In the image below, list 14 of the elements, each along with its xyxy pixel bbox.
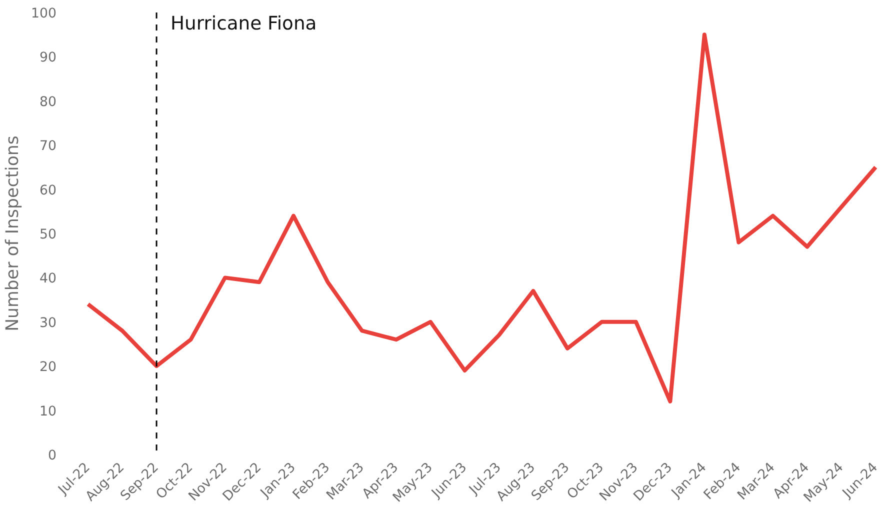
y-tick-label: 70 xyxy=(40,139,57,154)
y-tick-label: 10 xyxy=(40,404,57,420)
y-axis-title: Number of Inspections xyxy=(3,136,24,332)
y-tick-label: 50 xyxy=(40,228,57,242)
y-tick-label: 90 xyxy=(40,50,57,66)
y-tick-label: 60 xyxy=(40,183,57,198)
y-tick-label: 30 xyxy=(40,316,57,331)
line-series xyxy=(86,32,878,404)
y-tick-label: 20 xyxy=(40,360,57,376)
y-tick-label: 80 xyxy=(40,94,57,110)
y-tick-label: 0 xyxy=(48,448,57,464)
ref-line-label: Hurricane Fiona xyxy=(170,14,317,34)
y-tick-label: 40 xyxy=(40,272,57,287)
y-tick-label: 100 xyxy=(31,6,57,22)
